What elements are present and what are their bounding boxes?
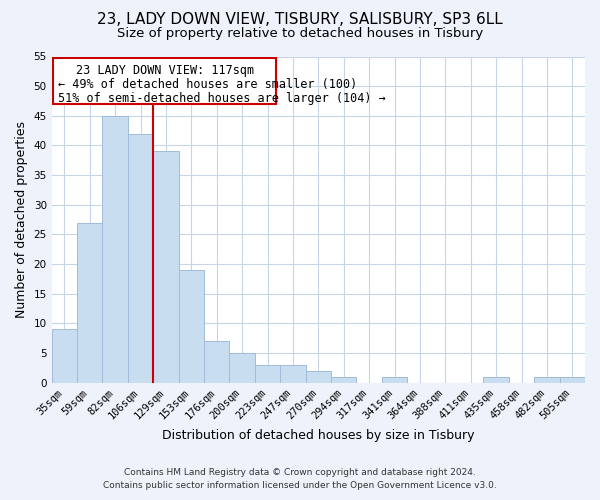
Bar	[255, 365, 280, 382]
Bar	[179, 270, 204, 382]
Text: 23 LADY DOWN VIEW: 117sqm: 23 LADY DOWN VIEW: 117sqm	[76, 64, 254, 76]
Bar	[560, 377, 585, 382]
Bar	[153, 152, 179, 382]
Bar	[484, 377, 509, 382]
FancyBboxPatch shape	[53, 58, 277, 104]
Bar	[52, 330, 77, 382]
Bar	[280, 365, 305, 382]
Text: 51% of semi-detached houses are larger (104) →: 51% of semi-detached houses are larger (…	[58, 92, 386, 105]
Bar	[103, 116, 128, 382]
X-axis label: Distribution of detached houses by size in Tisbury: Distribution of detached houses by size …	[162, 430, 475, 442]
Bar	[229, 353, 255, 382]
Bar	[128, 134, 153, 382]
Y-axis label: Number of detached properties: Number of detached properties	[15, 121, 28, 318]
Bar	[382, 377, 407, 382]
Bar	[204, 341, 229, 382]
Text: Size of property relative to detached houses in Tisbury: Size of property relative to detached ho…	[117, 28, 483, 40]
Text: Contains HM Land Registry data © Crown copyright and database right 2024.
Contai: Contains HM Land Registry data © Crown c…	[103, 468, 497, 490]
Bar	[77, 222, 103, 382]
Bar	[534, 377, 560, 382]
Bar	[331, 377, 356, 382]
Text: 23, LADY DOWN VIEW, TISBURY, SALISBURY, SP3 6LL: 23, LADY DOWN VIEW, TISBURY, SALISBURY, …	[97, 12, 503, 28]
Text: ← 49% of detached houses are smaller (100): ← 49% of detached houses are smaller (10…	[58, 78, 357, 92]
Bar	[305, 371, 331, 382]
